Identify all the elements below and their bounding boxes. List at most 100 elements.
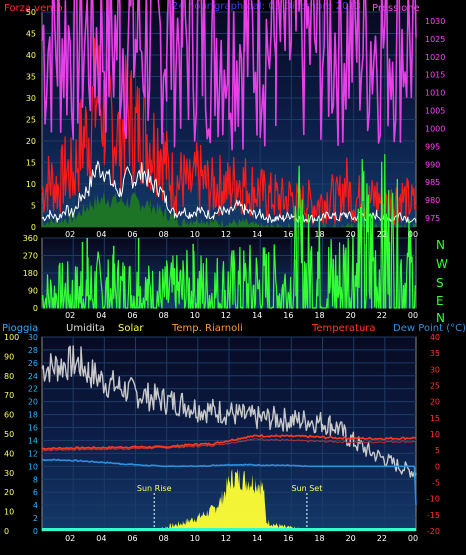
humidity-y-tick: 90 [4, 352, 14, 361]
wind-y-tick: 0 [31, 223, 36, 232]
wind-average-line [41, 160, 417, 224]
temp-x-tick: 04 [96, 534, 106, 543]
temp-y-tick: 15 [430, 414, 440, 423]
temperature-riarnoli-line [41, 437, 417, 452]
wind-y-tick: 15 [26, 159, 36, 168]
wind-x-tick: 00 [408, 230, 418, 239]
dewpoint-line [41, 458, 417, 506]
direction-y-tick: 360 [23, 234, 38, 243]
pressure-y-tick: 1025 [425, 35, 445, 44]
direction-x-tick: 08 [159, 311, 169, 320]
wind-y-tick: 40 [26, 51, 36, 60]
wind-x-tick: 18 [314, 230, 324, 239]
legend-humidity: Umidita [66, 323, 105, 334]
temp-y-tick: -10 [427, 495, 440, 504]
wind-x-tick: 10 [190, 230, 200, 239]
wind-y-tick: 45 [26, 30, 36, 39]
humidity-y-tick: 50 [4, 430, 14, 439]
pressure-y-tick: 1010 [425, 89, 445, 98]
legend-rain: Pioggia [2, 323, 38, 334]
temp-y-tick: -5 [432, 479, 440, 488]
direction-letter-n-bottom: N [436, 311, 445, 325]
legend-solar: Solar [118, 323, 144, 334]
wind-y-tick: 50 [26, 8, 36, 17]
temp-y-tick: 10 [430, 430, 440, 439]
direction-x-tick: 20 [346, 311, 356, 320]
direction-x-tick: 12 [221, 311, 231, 320]
temp-x-tick: 10 [190, 534, 200, 543]
temp-y-tick: -15 [427, 511, 440, 520]
wind-speed-label: Forza vento [4, 3, 63, 14]
wind-x-tick: 04 [96, 230, 106, 239]
sunset-label: Sun Set [291, 484, 322, 493]
temp-x-tick: 08 [159, 534, 169, 543]
solar-area [154, 468, 307, 531]
direction-y-tick: 0 [33, 304, 38, 313]
direction-y-tick: 180 [23, 269, 38, 278]
direction-x-tick: 04 [96, 311, 106, 320]
direction-x-tick: 18 [314, 311, 324, 320]
wind-y-tick: 10 [26, 180, 36, 189]
sunrise-label: Sun Rise [137, 484, 172, 493]
rain-y-tick: 28 [28, 346, 38, 355]
direction-y-tick: 270 [23, 252, 38, 261]
wind-x-tick: 20 [346, 230, 356, 239]
direction-x-tick: 02 [65, 311, 75, 320]
temp-x-tick: 06 [127, 534, 137, 543]
rain-bar [42, 528, 416, 531]
humidity-y-tick: 80 [4, 372, 14, 381]
pressure-line [41, 0, 417, 151]
humidity-y-tick: 40 [4, 449, 14, 458]
rain-y-tick: 16 [28, 424, 38, 433]
direction-x-tick: 10 [190, 311, 200, 320]
temp-x-tick: 12 [221, 534, 231, 543]
rain-y-tick: 12 [28, 449, 38, 458]
rain-y-tick: 22 [28, 385, 38, 394]
temp-y-tick: 0 [435, 462, 440, 471]
rain-y-tick: 18 [28, 411, 38, 420]
wind-x-tick: 12 [221, 230, 231, 239]
rain-y-tick: 6 [33, 488, 38, 497]
pressure-y-tick: 980 [425, 196, 440, 205]
temp-y-tick: 20 [430, 398, 440, 407]
pressure-y-tick: 1005 [425, 107, 445, 116]
rain-y-tick: 0 [33, 527, 38, 536]
direction-letter-n-top: N [436, 238, 445, 252]
pressure-y-tick: 1020 [425, 53, 445, 62]
humidity-y-tick: 10 [4, 508, 14, 517]
temp-x-tick: 14 [252, 534, 262, 543]
wind-y-tick: 30 [26, 94, 36, 103]
pressure-y-tick: 995 [425, 142, 440, 151]
rain-y-tick: 10 [28, 462, 38, 471]
wind-y-tick: 20 [26, 137, 36, 146]
rain-y-tick: 30 [28, 333, 38, 342]
graph-title: 24 hour graph dal: 03 Dicembre 2013 [172, 1, 361, 12]
rain-y-tick: 14 [28, 436, 38, 445]
pressure-y-tick: 985 [425, 178, 440, 187]
pressure-label: Pressione [372, 3, 420, 14]
humidity-y-tick: 20 [4, 488, 14, 497]
direction-line [41, 154, 417, 309]
temp-x-tick: 16 [283, 534, 293, 543]
temp-x-tick: 22 [377, 534, 387, 543]
temp-x-tick: 18 [314, 534, 324, 543]
direction-letter-w: W [436, 257, 448, 271]
rain-y-tick: 8 [33, 475, 38, 484]
humidity-y-tick: 100 [4, 333, 19, 342]
pressure-y-tick: 1015 [425, 71, 445, 80]
pressure-y-tick: 990 [425, 160, 440, 169]
temp-x-tick: 00 [408, 534, 418, 543]
humidity-line [41, 345, 417, 478]
pressure-y-tick: 975 [425, 214, 440, 223]
wind-x-tick: 06 [127, 230, 137, 239]
temp-y-tick: 5 [435, 446, 440, 455]
wind-x-tick: 08 [159, 230, 169, 239]
temp-x-tick: 02 [65, 534, 75, 543]
humidity-y-tick: 30 [4, 469, 14, 478]
wind-x-tick: 14 [252, 230, 262, 239]
temp-y-tick: -20 [427, 527, 440, 536]
wind-y-tick: 5 [31, 202, 36, 211]
legend-temperature: Temperatura [311, 323, 376, 334]
wind-x-tick: 16 [283, 230, 293, 239]
